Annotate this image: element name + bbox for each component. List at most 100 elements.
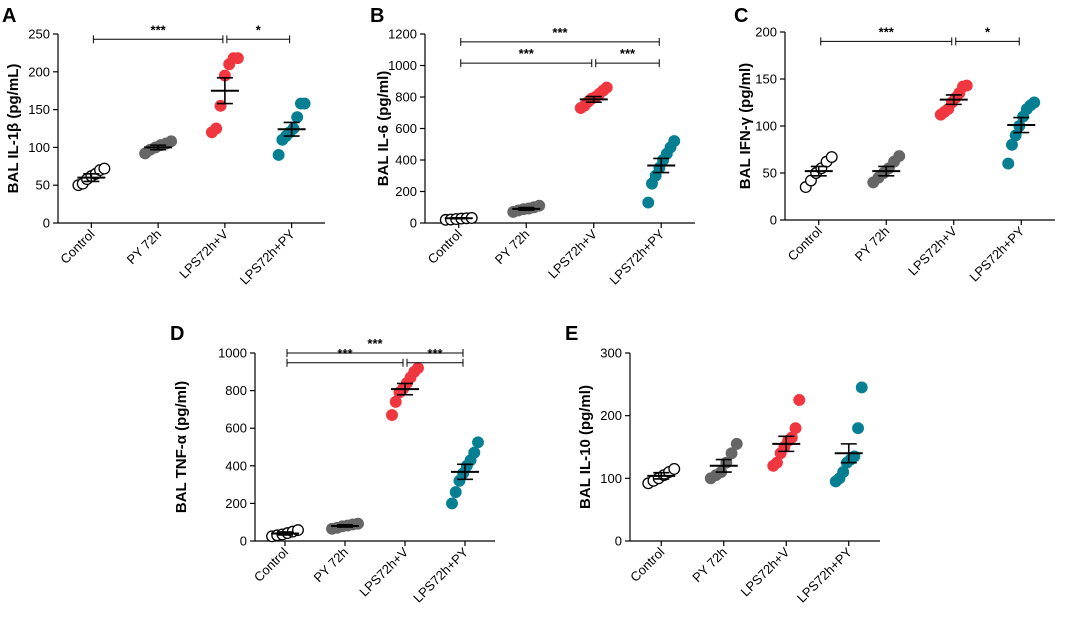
series-lps72h-v <box>205 52 244 139</box>
x-tick-label: LPS72h+V <box>738 544 793 599</box>
x-tick-label: Control <box>425 226 465 266</box>
significance-bracket: *** <box>286 336 464 357</box>
y-tick-label: 400 <box>225 458 247 473</box>
data-point <box>412 362 424 374</box>
data-point <box>272 149 285 161</box>
data-point <box>825 151 838 163</box>
series-py-72h <box>704 437 743 485</box>
data-point <box>291 111 304 124</box>
x-tick-label: LPS72h+PY <box>966 223 1027 284</box>
series-control <box>266 524 304 543</box>
y-tick-label: 600 <box>395 121 417 136</box>
data-point <box>472 436 484 449</box>
x-tick-label: LPS72h+V <box>176 226 231 281</box>
data-point <box>446 497 458 510</box>
data-point <box>210 122 223 135</box>
data-point <box>730 437 743 450</box>
y-tick-label: 250 <box>28 27 50 42</box>
y-tick-label: 50 <box>763 166 777 181</box>
x-tick-label: PY 72h <box>124 227 165 268</box>
data-point <box>386 409 398 421</box>
y-axis-label: BAL IL-1β (pg/mL) <box>5 64 22 194</box>
x-tick-label: LPS72h+V <box>905 223 960 278</box>
significance-label: *** <box>519 46 535 61</box>
x-tick-label: LPS72h+PY <box>794 544 855 605</box>
y-tick-label: 1000 <box>388 58 417 73</box>
data-point <box>468 446 481 459</box>
series-lps72h-v <box>767 394 806 472</box>
y-tick-label: 600 <box>225 421 247 436</box>
y-tick-label: 400 <box>395 153 417 168</box>
panel-c: C BAL IFN-γ (pg/ml) 0 50 100 150 200 Control PY … <box>734 5 1055 284</box>
panel-letter: B <box>370 5 384 27</box>
y-tick-label: 100 <box>28 140 50 155</box>
significance-label: *** <box>620 46 636 61</box>
data-point <box>352 517 364 530</box>
series-py-72h <box>507 199 546 218</box>
series-lps72h-v <box>386 362 424 421</box>
series-py-72h <box>139 135 178 160</box>
significance-bracket: *** <box>406 346 464 367</box>
x-tick-label: Control <box>627 544 667 584</box>
series-py-72h <box>867 150 906 189</box>
panel-e: E BAL IL-10 (pg/ml) 0 100 200 300 Control PY 72… <box>565 323 880 605</box>
data-point <box>793 394 806 406</box>
y-tick-label: 0 <box>410 216 417 231</box>
y-tick-label: 200 <box>395 184 417 199</box>
series-lps72h-v <box>574 81 613 114</box>
series-control <box>439 212 478 226</box>
significance-bracket: *** <box>460 25 660 46</box>
data-point <box>231 52 244 65</box>
y-tick-label: 1200 <box>388 27 417 42</box>
data-point <box>668 135 681 148</box>
y-tick-label: 0 <box>770 213 777 228</box>
significance-bracket: *** <box>820 24 953 46</box>
data-point <box>725 447 738 460</box>
y-tick-label: 150 <box>28 102 50 117</box>
series-control <box>642 462 681 490</box>
x-tick-label: LPS72h+V <box>356 544 411 599</box>
y-tick-label: 50 <box>36 178 50 193</box>
panel-letter: C <box>734 5 748 27</box>
y-tick-label: 0 <box>43 216 50 231</box>
y-tick-label: 1000 <box>218 346 247 361</box>
x-tick-label: LPS72h+V <box>545 226 600 281</box>
y-tick-label: 200 <box>600 408 622 423</box>
data-point <box>789 422 802 435</box>
y-tick-label: 800 <box>225 383 247 398</box>
data-point <box>298 97 311 110</box>
y-tick-label: 0 <box>615 534 622 549</box>
data-point <box>668 462 681 475</box>
x-tick-label: LPS72h+PY <box>237 226 298 287</box>
panel-letter: D <box>170 323 184 345</box>
data-point <box>600 81 613 94</box>
data-point <box>893 150 906 163</box>
significance-bracket: * <box>955 24 1020 46</box>
significance-bracket: *** <box>460 46 593 68</box>
data-point <box>449 486 462 499</box>
x-tick-label: PY 72h <box>852 224 893 265</box>
series-lps72h-py <box>642 135 681 209</box>
y-axis-label: BAL TNF-α (pg/ml) <box>173 381 190 513</box>
data-point <box>960 79 973 92</box>
series-lps72h-v <box>934 79 973 121</box>
y-tick-label: 800 <box>395 90 417 105</box>
x-tick-label: Control <box>251 544 291 584</box>
panel-a: A BAL IL-1β (pg/mL) 0 50 100 150 200 250 Control… <box>2 5 325 287</box>
significance-label: *** <box>552 25 568 40</box>
y-tick-label: 300 <box>600 346 622 361</box>
y-tick-label: 100 <box>600 471 622 486</box>
y-axis-label: BAL IL-10 (pg/ml) <box>577 385 594 509</box>
x-tick-label: Control <box>57 226 97 266</box>
data-point <box>98 162 111 175</box>
data-point <box>165 135 178 148</box>
series-lps72h-py <box>829 381 868 488</box>
series-control <box>799 151 838 194</box>
x-tick-label: LPS72h+PY <box>410 544 471 605</box>
series-lps72h-py <box>446 436 484 510</box>
data-point <box>855 381 868 394</box>
significance-bracket: * <box>226 22 291 44</box>
series-control <box>72 162 111 192</box>
y-tick-label: 150 <box>755 72 777 87</box>
data-point <box>1028 96 1041 109</box>
